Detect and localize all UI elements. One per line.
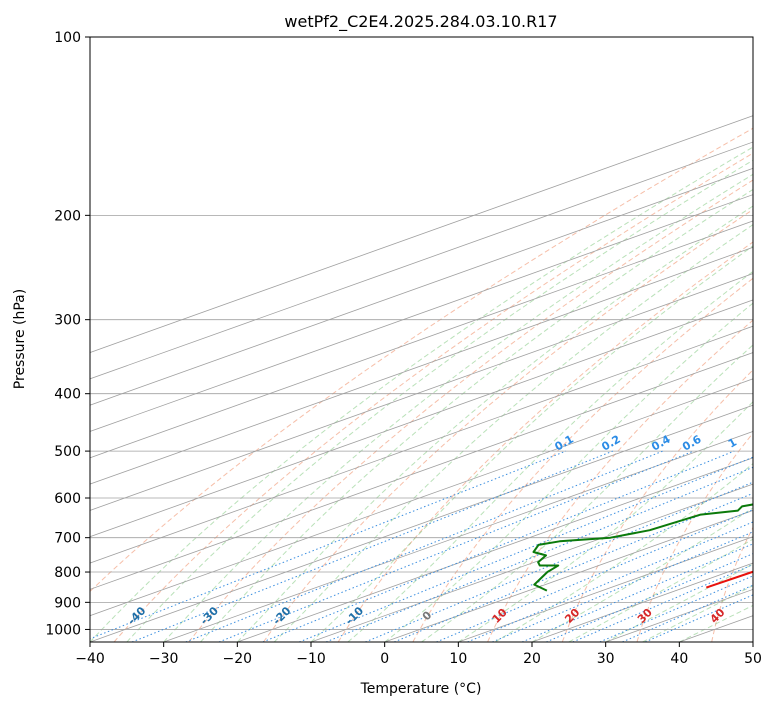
moist-adiabat: [90, 146, 753, 642]
x-tick-label: 30: [597, 651, 615, 667]
dry-adiabats: [90, 127, 753, 642]
moist-adiabat: [384, 302, 753, 642]
moist-adiabat: [310, 245, 753, 642]
x-tick-label: 0: [380, 651, 389, 667]
dry-adiabat: [636, 432, 753, 642]
y-tick-label: 1000: [45, 622, 81, 638]
isotherm: [310, 483, 753, 642]
x-tick-label: −10: [296, 651, 326, 667]
isobars: [90, 37, 753, 630]
dry-adiabat: [337, 241, 753, 642]
isotherm: [163, 431, 753, 642]
isotherms: [90, 115, 753, 642]
mixing-ratio-line: [325, 466, 753, 642]
moist-adiabat: [642, 585, 753, 642]
x-axis-label: Temperature (°C): [360, 681, 482, 697]
isotherm: [384, 509, 753, 642]
moist-adiabat: [273, 223, 753, 642]
mixing-ratio-line: [218, 450, 694, 642]
moist-adiabat: [605, 563, 753, 642]
moist-adiabat: [126, 159, 753, 642]
y-tick-label: 500: [54, 444, 81, 460]
isotherm: [90, 378, 753, 617]
y-tick-label: 900: [54, 595, 81, 611]
x-tick-label: −40: [75, 651, 105, 667]
isotherm: [90, 141, 753, 380]
isotherm: [237, 457, 753, 642]
mixing-ratio-line: [90, 450, 567, 640]
dry-adiabat: [561, 369, 753, 642]
isotherm: [90, 299, 753, 538]
chart-title: wetPf2_C2E4.2025.284.03.10.R17: [284, 12, 557, 32]
y-axis: 1000 900 800 700 600 500 400 300 200 100: [45, 30, 90, 638]
isotherm: [90, 404, 753, 642]
dry-adiabat: [113, 152, 753, 642]
moist-adiabat: [163, 173, 753, 642]
plot-frame: [89, 36, 754, 643]
isotherm: [90, 246, 753, 485]
dry-adiabat: [90, 127, 753, 593]
moist-adiabat: [347, 270, 753, 642]
mixing-ratio-line: [467, 521, 753, 642]
dry-adiabat: [188, 179, 753, 642]
moist-adiabat: [200, 188, 753, 642]
x-axis: −40 −30 −20 −10 0 10 20 30 40 50: [75, 642, 762, 667]
mixing-ratio-line: [185, 450, 663, 642]
profile-line: [532, 503, 753, 592]
mixing-ratio-line: [492, 531, 753, 642]
series-layer: [532, 503, 753, 592]
mixing-ratio-line: [262, 450, 735, 642]
y-tick-label: 100: [54, 30, 81, 46]
y-tick-label: 400: [54, 387, 81, 403]
mixing-ratio-line: [436, 509, 753, 642]
dry-adiabat: [412, 277, 753, 642]
isotherm: [90, 167, 753, 406]
moist-adiabat: [236, 205, 753, 642]
x-tick-label: 50: [744, 651, 762, 667]
isotherm: [90, 352, 753, 590]
x-tick-label: 20: [523, 651, 541, 667]
isotherm: [90, 194, 753, 432]
mixing-ratio-line: [365, 481, 753, 642]
mixing-ratio-line: [394, 492, 753, 642]
x-tick-label: −20: [223, 651, 253, 667]
x-tick-label: −30: [149, 651, 179, 667]
y-tick-label: 200: [54, 208, 81, 224]
y-tick-label: 600: [54, 491, 81, 507]
isotherm: [90, 220, 753, 459]
y-tick-label: 700: [54, 531, 81, 547]
dry-adiabat: [263, 208, 753, 642]
mixing-ratio-lines: [90, 450, 753, 642]
isotherm: [458, 536, 753, 642]
isotherm: [90, 115, 753, 353]
moist-adiabat: [421, 344, 753, 642]
isotherm: [90, 325, 753, 564]
dry-adiabat: [487, 319, 753, 642]
x-tick-label: 40: [670, 651, 688, 667]
y-tick-label: 300: [54, 313, 81, 329]
x-tick-label: 10: [449, 651, 467, 667]
isotherm: [90, 273, 753, 511]
y-tick-label: 800: [54, 565, 81, 581]
moist-adiabat: [531, 507, 753, 642]
y-axis-label: Pressure (hPa): [12, 289, 28, 389]
